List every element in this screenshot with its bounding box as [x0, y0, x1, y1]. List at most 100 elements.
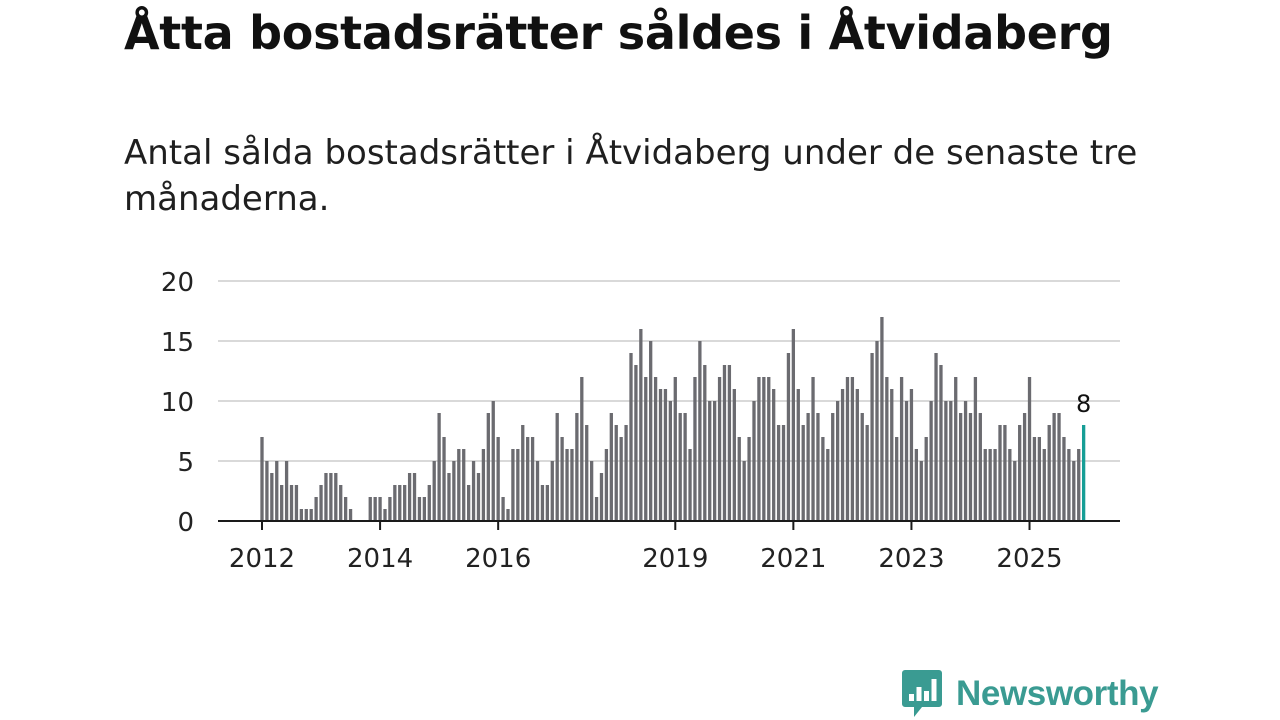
bar	[954, 377, 958, 521]
bar	[565, 449, 569, 521]
bar	[580, 377, 584, 521]
bar	[1008, 449, 1012, 521]
bar	[619, 437, 623, 521]
x-tick-label: 2025	[996, 544, 1062, 574]
bar	[324, 473, 328, 521]
bar	[806, 413, 810, 521]
bar	[929, 401, 933, 521]
bar	[904, 401, 909, 521]
bar	[516, 449, 520, 521]
bar	[644, 377, 648, 521]
bar	[599, 473, 604, 521]
bar	[703, 365, 707, 521]
newsworthy-logo-icon	[902, 670, 942, 717]
bar	[968, 413, 973, 521]
bar	[471, 461, 476, 521]
bar	[476, 473, 481, 521]
bar	[845, 377, 850, 521]
bar	[329, 473, 333, 521]
bar	[501, 497, 505, 521]
bar	[432, 461, 436, 521]
bar	[973, 377, 978, 521]
bar	[1018, 425, 1022, 521]
bar	[880, 317, 884, 521]
bar	[688, 449, 692, 521]
bar	[496, 437, 500, 521]
bar	[816, 413, 820, 521]
bar	[983, 449, 987, 521]
x-tick-label: 2016	[465, 544, 531, 574]
bar	[280, 485, 284, 521]
bar	[747, 437, 751, 521]
bar	[555, 413, 559, 521]
bar	[767, 377, 771, 521]
bar	[407, 473, 412, 521]
bar	[683, 413, 687, 521]
bar	[727, 365, 732, 521]
bar	[875, 341, 879, 521]
bar	[963, 401, 968, 521]
bar	[949, 401, 953, 521]
bar	[939, 365, 943, 521]
bar	[521, 425, 525, 521]
bar	[481, 449, 486, 521]
bar	[412, 473, 417, 521]
newsworthy-brand: Newsworthy	[902, 670, 1159, 718]
bar	[855, 389, 859, 521]
y-tick-label: 15	[161, 328, 194, 358]
bar	[737, 437, 741, 521]
bar	[275, 461, 279, 521]
bar	[1077, 449, 1081, 521]
bar	[604, 449, 609, 521]
bar	[762, 377, 766, 521]
bar	[796, 389, 800, 521]
bar	[299, 509, 304, 521]
bar	[1067, 449, 1071, 521]
bar	[835, 401, 840, 521]
bar	[639, 329, 643, 521]
bar	[309, 509, 313, 521]
bar	[914, 449, 919, 521]
bar	[452, 461, 456, 521]
bar	[909, 389, 914, 521]
bar	[1052, 413, 1056, 521]
bar	[821, 437, 825, 521]
bar	[570, 449, 574, 521]
bar	[752, 401, 756, 521]
bar	[334, 473, 338, 521]
bar	[284, 461, 289, 521]
bar	[870, 353, 874, 521]
bar	[1003, 425, 1007, 521]
bar	[442, 437, 446, 521]
bar	[895, 437, 899, 521]
bar	[589, 461, 594, 521]
bar	[890, 389, 894, 521]
bar	[742, 461, 746, 521]
bar	[614, 425, 618, 521]
bar	[585, 425, 589, 521]
x-tick-label: 2012	[229, 544, 295, 574]
bar	[653, 377, 658, 521]
bar	[348, 509, 353, 521]
bar	[343, 497, 348, 521]
bar	[678, 413, 682, 521]
bar	[658, 389, 663, 521]
bar	[772, 389, 776, 521]
bar	[265, 461, 269, 521]
bar	[388, 497, 392, 521]
y-tick-label: 10	[161, 388, 194, 418]
chart-subtitle: Antal sålda bostadsrätter i Åtvidaberg u…	[124, 133, 1138, 219]
bar	[526, 437, 530, 521]
bar	[668, 401, 673, 521]
bar	[776, 425, 781, 521]
bar	[314, 497, 318, 521]
bar	[826, 449, 830, 521]
bar	[958, 413, 963, 521]
bar	[1047, 425, 1051, 521]
bar	[885, 377, 889, 521]
bar	[708, 401, 712, 521]
bar	[732, 389, 736, 521]
y-tick-label: 5	[177, 448, 194, 478]
bar	[840, 389, 845, 521]
bar	[540, 485, 545, 521]
